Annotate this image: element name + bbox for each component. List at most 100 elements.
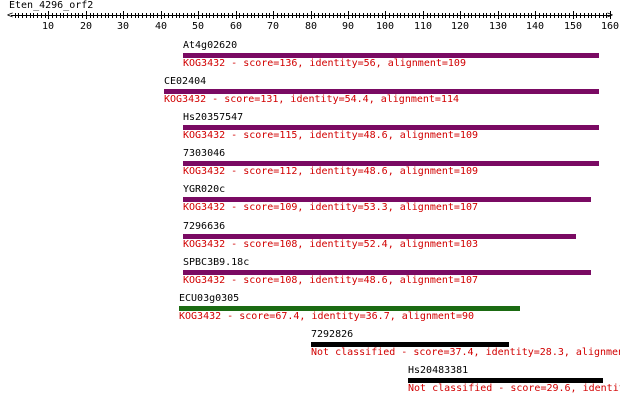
hit-bar[interactable] [164,89,599,94]
ruler-minor-tick [546,13,547,18]
ruler-minor-tick [314,13,315,18]
ruler-minor-tick [561,13,562,18]
ruler-tick-label: 90 [341,21,355,32]
hit-bar[interactable] [183,197,591,202]
ruler-minor-tick [449,13,450,18]
hit-bar[interactable] [408,378,603,383]
ruler-major-tick [273,11,274,19]
ruler-major-tick [573,11,574,19]
ruler-minor-tick [258,13,259,18]
ruler-minor-tick [277,13,278,18]
ruler-minor-tick [284,13,285,18]
hit-description: KOG3432 - score=112, identity=48.6, alig… [183,166,479,177]
ruler-minor-tick [299,13,300,18]
hit-name[interactable]: ECU03g0305 [179,293,240,304]
ruler-minor-tick [269,13,270,18]
hit-description: KOG3432 - score=109, identity=53.3, alig… [183,202,479,213]
hit-bar[interactable] [183,125,599,130]
ruler-minor-tick [588,13,589,18]
ruler-tick-label: 70 [266,21,280,32]
ruler-minor-tick [438,13,439,18]
ruler-minor-tick [603,13,604,18]
ruler-minor-tick [363,13,364,18]
ruler-minor-tick [374,13,375,18]
ruler-minor-tick [550,13,551,18]
ruler-minor-tick [490,13,491,18]
ruler-minor-tick [120,13,121,18]
ruler-minor-tick [97,13,98,18]
ruler-minor-tick [415,13,416,18]
ruler-minor-tick [584,13,585,18]
ruler-minor-tick [344,13,345,18]
hit-bar[interactable] [179,306,520,311]
ruler-minor-tick [565,13,566,18]
ruler-minor-tick [479,13,480,18]
ruler-minor-tick [296,13,297,18]
ruler-minor-tick [580,13,581,18]
ruler-minor-tick [176,13,177,18]
ruler-minor-tick [262,13,263,18]
ruler-minor-tick [333,13,334,18]
ruler-minor-tick [209,13,210,18]
ruler-minor-tick [168,13,169,18]
ruler-tick-label: 50 [191,21,205,32]
hit-name[interactable]: 7303046 [183,148,226,159]
hit-description: KOG3432 - score=67.4, identity=36.7, ali… [179,311,475,322]
hit-name[interactable]: SPBC3B9.18c [183,257,250,268]
ruler-tick-label: 20 [79,21,93,32]
ruler-minor-tick [325,13,326,18]
ruler-minor-tick [101,13,102,18]
ruler-minor-tick [232,13,233,18]
ruler-minor-tick [191,13,192,18]
ruler-tick-label: 80 [304,21,318,32]
ruler-minor-tick [468,13,469,18]
ruler-minor-tick [90,13,91,18]
ruler-tick-label: 10 [41,21,55,32]
ruler-minor-tick [419,13,420,18]
hit-name[interactable]: Hs20357547 [183,112,244,123]
hit-bar[interactable] [183,234,576,239]
ruler-minor-tick [494,13,495,18]
ruler-minor-tick [370,13,371,18]
ruler-minor-tick [318,13,319,18]
ruler-major-tick [460,11,461,19]
ruler-minor-tick [22,13,23,18]
ruler-line [11,15,610,16]
hit-description: KOG3432 - score=108, identity=52.4, alig… [183,239,479,250]
ruler-minor-tick [138,13,139,18]
ruler-minor-tick [430,13,431,18]
ruler-minor-tick [75,13,76,18]
ruler-minor-tick [427,13,428,18]
hit-bar[interactable] [183,161,599,166]
hit-name[interactable]: 7292826 [311,329,354,340]
ruler-minor-tick [157,13,158,18]
hit-name[interactable]: Hs20483381 [408,365,469,376]
ruler-tick-label: 30 [116,21,130,32]
hit-name[interactable]: 7296636 [183,221,226,232]
ruler-minor-tick [179,13,180,18]
hit-name[interactable]: At4g02620 [183,40,238,51]
ruler-major-tick [86,11,87,19]
hit-bar[interactable] [311,342,509,347]
ruler-major-tick [198,11,199,19]
hit-name[interactable]: YGR020c [183,184,226,195]
ruler-minor-tick [501,13,502,18]
ruler-minor-tick [116,13,117,18]
hit-name[interactable]: CE02404 [164,76,207,87]
ruler-minor-tick [82,13,83,18]
ruler-major-tick [236,11,237,19]
ruler-minor-tick [322,13,323,18]
ruler-major-tick [311,11,312,19]
ruler-major-tick [498,11,499,19]
ruler-minor-tick [150,13,151,18]
ruler-minor-tick [599,13,600,18]
ruler-minor-tick [93,13,94,18]
hit-bar[interactable] [183,53,599,58]
ruler-minor-tick [606,13,607,18]
ruler-minor-tick [531,13,532,18]
ruler-minor-tick [397,13,398,18]
ruler-minor-tick [217,13,218,18]
hit-bar[interactable] [183,270,591,275]
ruler-minor-tick [228,13,229,18]
ruler-minor-tick [183,13,184,18]
